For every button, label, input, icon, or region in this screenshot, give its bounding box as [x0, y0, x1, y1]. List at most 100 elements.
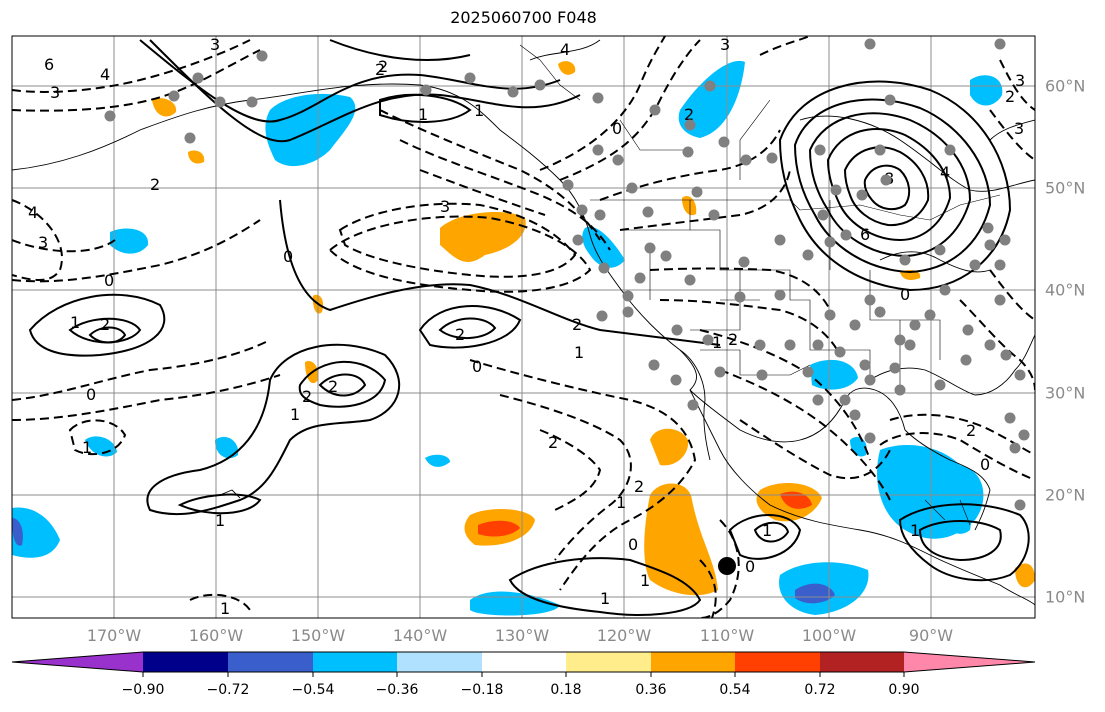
negative-anomaly-area [970, 75, 1003, 106]
station-dot [984, 239, 996, 251]
positive-anomaly-area [650, 428, 689, 466]
negative-contour [719, 369, 891, 501]
station-dot [899, 254, 911, 266]
negative-contour [12, 219, 261, 283]
lon-label: 100°W [801, 626, 857, 645]
contour-label: 3 [1015, 71, 1025, 90]
station-dot [464, 72, 476, 84]
station-dot [648, 359, 660, 371]
station-dot [634, 272, 646, 284]
station-dot [812, 339, 824, 351]
contour-label: 2 [302, 387, 312, 406]
positive-contour [28, 293, 166, 357]
positive-contour [329, 39, 471, 61]
colorbar-tick-label: −0.54 [291, 682, 335, 698]
station-dot [734, 291, 746, 303]
contour-label: 3 [440, 197, 450, 216]
contour-label: 4 [100, 65, 110, 84]
positive-anomaly-area [644, 483, 718, 596]
lon-label: 90°W [908, 626, 954, 645]
contour-label: 4 [940, 163, 950, 182]
negative-anomaly-area [795, 583, 835, 604]
station-dot [934, 244, 946, 256]
location-marker [718, 557, 736, 575]
negative-contour [659, 299, 841, 356]
station-dot [708, 209, 720, 221]
station-dot [192, 72, 204, 84]
station-dot [576, 204, 588, 216]
contour-label: 1 [712, 333, 722, 352]
negative-anomaly-area [940, 503, 971, 534]
colorbar-tick-label: 0.90 [888, 682, 920, 698]
contour-label: 1 [910, 521, 920, 540]
colorbar-tick-label: −0.18 [460, 682, 504, 698]
contour-label: 2 [966, 421, 976, 440]
contour-label: 3 [38, 233, 48, 252]
station-dot [802, 249, 814, 261]
negative-contour [12, 49, 261, 112]
contour-label: 2 [572, 315, 582, 334]
station-dot [670, 374, 682, 386]
contour-label: 3 [720, 35, 730, 54]
negative-anomaly-area [425, 454, 450, 467]
station-dot [924, 309, 936, 321]
station-dot [784, 339, 796, 351]
colorbar-segment [820, 652, 904, 672]
contour-label: 2 [378, 57, 388, 76]
contour-label: 2 [375, 60, 385, 79]
contour-label: 3 [50, 83, 60, 102]
station-dot [596, 310, 608, 322]
colorbar-tick-label: −0.36 [375, 682, 419, 698]
contour-label: 2 [150, 175, 160, 194]
negative-contour [879, 432, 1035, 481]
station-dot [839, 394, 851, 406]
station-dot [612, 154, 624, 166]
positive-contour [318, 373, 367, 397]
station-dot [572, 234, 584, 246]
colorbar-tick-label: 0.72 [804, 682, 836, 698]
station-dot [702, 334, 714, 346]
station-dot [894, 384, 906, 396]
contour-label: 2 [728, 330, 738, 349]
station-dot [774, 234, 786, 246]
lat-label: 30°N [1045, 383, 1086, 403]
station-dot [534, 79, 546, 91]
station-dot [649, 104, 661, 116]
contour-label: 3 [1014, 119, 1024, 138]
station-dot [824, 309, 836, 321]
station-dot [684, 119, 696, 131]
station-dot [1004, 412, 1016, 424]
contour-label: 2 [100, 315, 110, 334]
station-dot [256, 50, 268, 62]
station-dot [1000, 349, 1012, 361]
station-dot [756, 369, 768, 381]
negative-anomaly-area [12, 518, 23, 546]
station-dot [594, 209, 606, 221]
negative-contour [419, 169, 546, 216]
station-dot [642, 206, 654, 218]
contour-label: 0 [980, 455, 990, 474]
negative-contour [539, 429, 602, 511]
station-dot [969, 259, 981, 271]
contour-label: 0 [612, 119, 622, 138]
negative-contour [999, 59, 1035, 111]
negative-anomaly-area [470, 591, 560, 616]
station-dot [682, 146, 694, 158]
positive-contour [88, 326, 127, 344]
lon-label: 110°W [699, 626, 755, 645]
negative-contour [619, 169, 791, 231]
negative-contour [499, 394, 632, 561]
positive-anomaly-area [1015, 563, 1035, 588]
positive-contour [418, 305, 522, 349]
contour-label: 1 [215, 511, 225, 530]
station-dot [944, 144, 956, 156]
positive-contour [808, 112, 972, 258]
station-dot [592, 92, 604, 104]
negative-anomaly-area [810, 359, 858, 390]
station-dot [1014, 499, 1026, 511]
colorbar-tick-label: −0.90 [121, 682, 165, 698]
station-dot [1018, 429, 1030, 441]
positive-contour [149, 39, 581, 143]
station-dot [626, 182, 638, 194]
